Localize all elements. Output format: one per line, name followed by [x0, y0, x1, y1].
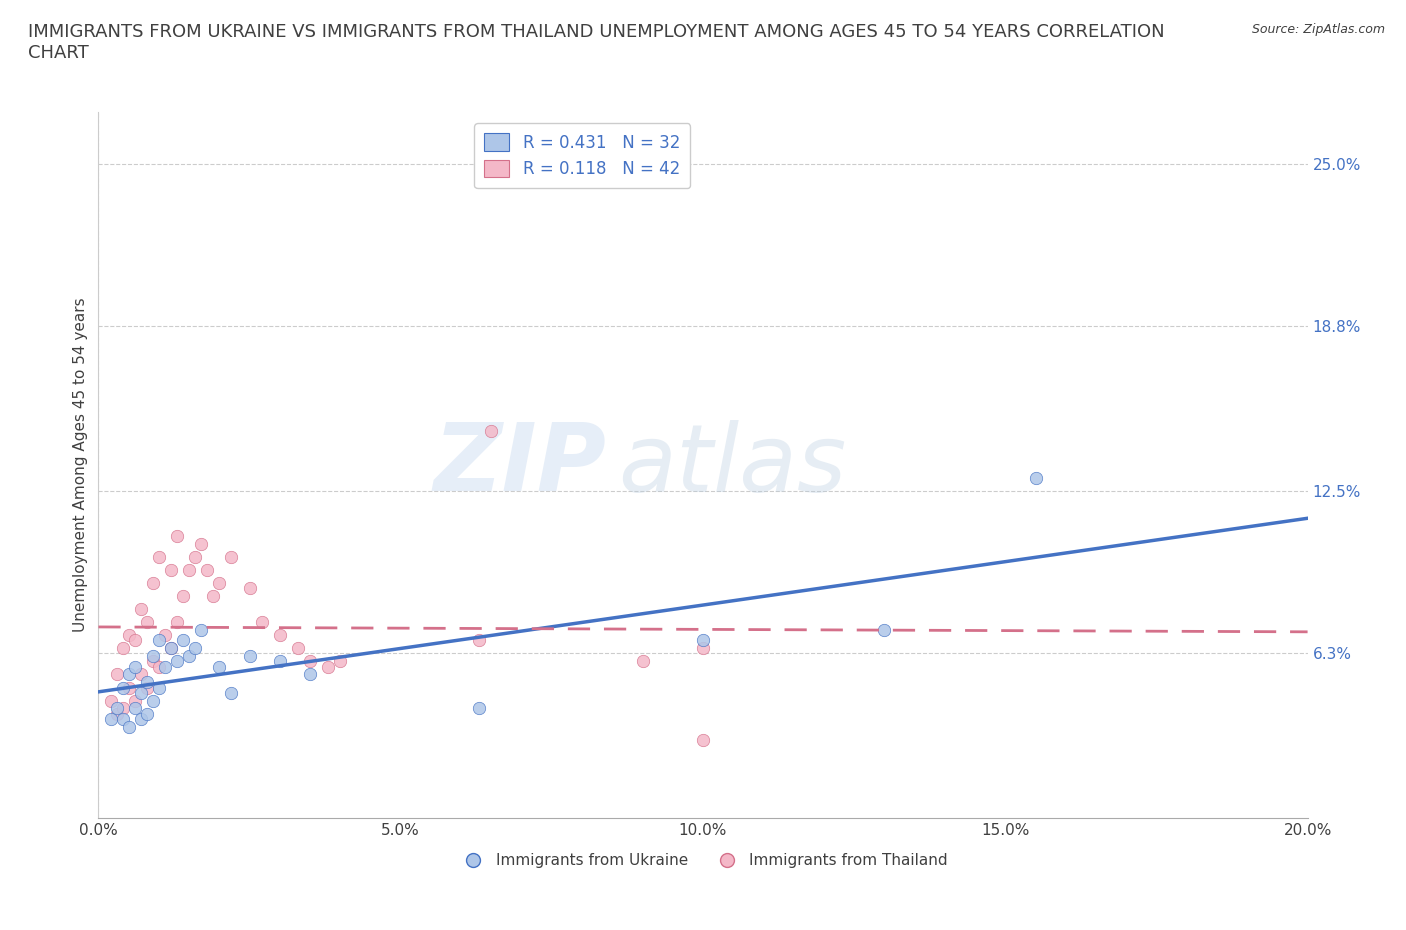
Point — [135, 675, 157, 690]
Point — [111, 641, 134, 656]
Point — [1024, 471, 1046, 485]
Point — [481, 423, 503, 438]
Point — [160, 641, 183, 656]
Point — [129, 711, 152, 726]
Point — [111, 680, 134, 695]
Point — [202, 589, 225, 604]
Point — [105, 667, 128, 682]
Point — [124, 701, 146, 716]
Point — [124, 633, 146, 648]
Point — [166, 615, 188, 630]
Point — [172, 589, 194, 604]
Point — [269, 628, 291, 643]
Point — [873, 622, 896, 637]
Text: Source: ZipAtlas.com: Source: ZipAtlas.com — [1251, 23, 1385, 36]
Point — [468, 701, 491, 716]
Point — [135, 680, 157, 695]
Text: atlas: atlas — [619, 419, 846, 511]
Point — [100, 711, 122, 726]
Point — [105, 701, 128, 716]
Point — [316, 659, 339, 674]
Point — [329, 654, 352, 669]
Point — [692, 633, 714, 648]
Point — [239, 580, 262, 595]
Point — [100, 693, 122, 708]
Point — [221, 685, 243, 700]
Point — [184, 550, 207, 565]
Point — [166, 654, 188, 669]
Point — [221, 550, 243, 565]
Point — [153, 628, 176, 643]
Point — [179, 563, 201, 578]
Point — [118, 667, 141, 682]
Point — [142, 654, 165, 669]
Point — [287, 641, 309, 656]
Point — [118, 628, 141, 643]
Point — [208, 576, 231, 591]
Point — [184, 641, 207, 656]
Point — [124, 693, 146, 708]
Point — [142, 648, 165, 663]
Point — [299, 654, 322, 669]
Point — [118, 719, 141, 734]
Point — [160, 641, 183, 656]
Point — [468, 633, 491, 648]
Point — [148, 659, 170, 674]
Point — [179, 648, 201, 663]
Point — [190, 536, 212, 551]
Point — [195, 563, 218, 578]
Point — [148, 550, 170, 565]
Point — [124, 659, 146, 674]
Legend: Immigrants from Ukraine, Immigrants from Thailand: Immigrants from Ukraine, Immigrants from… — [451, 847, 955, 874]
Point — [129, 602, 152, 617]
Point — [111, 701, 134, 716]
Point — [148, 680, 170, 695]
Point — [269, 654, 291, 669]
Point — [692, 641, 714, 656]
Text: IMMIGRANTS FROM UKRAINE VS IMMIGRANTS FROM THAILAND UNEMPLOYMENT AMONG AGES 45 T: IMMIGRANTS FROM UKRAINE VS IMMIGRANTS FR… — [28, 23, 1164, 62]
Point — [105, 706, 128, 721]
Point — [250, 615, 273, 630]
Point — [111, 711, 134, 726]
Point — [129, 685, 152, 700]
Point — [160, 563, 183, 578]
Point — [142, 693, 165, 708]
Point — [118, 680, 141, 695]
Point — [172, 633, 194, 648]
Point — [135, 706, 157, 721]
Point — [153, 659, 176, 674]
Point — [166, 528, 188, 543]
Point — [692, 733, 714, 748]
Point — [239, 648, 262, 663]
Point — [148, 633, 170, 648]
Point — [190, 622, 212, 637]
Text: ZIP: ZIP — [433, 419, 606, 511]
Point — [135, 615, 157, 630]
Point — [142, 576, 165, 591]
Point — [631, 654, 654, 669]
Point — [208, 659, 231, 674]
Point — [129, 667, 152, 682]
Point — [299, 667, 322, 682]
Y-axis label: Unemployment Among Ages 45 to 54 years: Unemployment Among Ages 45 to 54 years — [73, 298, 89, 632]
